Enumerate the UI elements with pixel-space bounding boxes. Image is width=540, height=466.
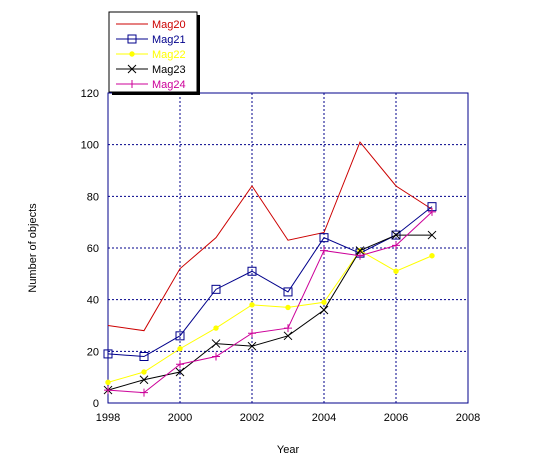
data-point: [247, 341, 257, 351]
data-point: [212, 352, 220, 361]
data-point: [176, 360, 184, 369]
series-line: [107, 249, 433, 383]
y-tick-label: 40: [87, 295, 99, 307]
data-point: [319, 233, 329, 243]
y-axis-label: Number of objects: [27, 203, 39, 293]
legend-box: [108, 11, 198, 93]
data-point: [175, 331, 185, 341]
x-tick-label: 2008: [456, 412, 480, 424]
data-point: [247, 266, 257, 276]
y-tick-label: 120: [81, 88, 99, 100]
data-point: [283, 287, 293, 297]
y-tick-label: 60: [87, 243, 99, 255]
y-tick-label: 0: [93, 398, 99, 410]
y-tick-label: 100: [81, 140, 99, 152]
legend-marker: [127, 34, 137, 44]
legend-item: Mag21: [116, 34, 186, 46]
data-point: [284, 324, 292, 333]
data-point: [211, 339, 221, 348]
series-line: [107, 234, 432, 391]
legend-marker: [128, 80, 136, 88]
data-point: [177, 346, 183, 352]
series-mag24: [104, 207, 436, 397]
data-point: [283, 331, 293, 341]
data-point: [319, 305, 329, 315]
data-point: [248, 329, 256, 338]
series-line: [107, 211, 433, 394]
legend-label: Mag21: [152, 34, 186, 46]
data-point: [320, 246, 328, 255]
data-point: [139, 352, 149, 361]
data-point: [393, 268, 399, 274]
data-point: [105, 379, 111, 386]
data-point: [428, 207, 436, 216]
legend-label: Mag24: [152, 79, 186, 91]
data-point: [321, 299, 327, 305]
data-point: [285, 304, 291, 311]
data-point: [392, 241, 400, 250]
data-point: [139, 375, 149, 385]
tick-labels: 1998 2000 2002 2004 2006 2008 0 20 40 60 80 100 120: [81, 88, 481, 424]
data-point: [213, 325, 219, 331]
series-mag20: [107, 141, 433, 332]
legend-label: Mag22: [152, 49, 186, 61]
data-point: [104, 386, 112, 395]
legend-item: Mag24: [116, 79, 186, 91]
data-point: [141, 369, 147, 375]
y-tick-label: 80: [87, 191, 99, 203]
x-tick-label: 2002: [240, 412, 264, 424]
legend-label: Mag23: [152, 64, 186, 76]
legend-item: Mag20: [116, 19, 186, 31]
data-point: [391, 230, 401, 240]
data-point: [211, 284, 221, 294]
x-tick-label: 1998: [96, 412, 120, 424]
legend: Mag20 Mag21 Mag22 Mag23 Mag24: [108, 11, 200, 95]
data-point: [429, 253, 435, 259]
data-point: [355, 246, 365, 255]
data-point: [427, 230, 437, 240]
x-tick-label: 2006: [384, 412, 408, 424]
series-line: [107, 206, 433, 358]
series-lines: [103, 141, 437, 397]
series-line: [107, 141, 433, 332]
legend-item: Mag22: [116, 49, 186, 61]
grid-lines: [108, 93, 468, 403]
data-point: [356, 251, 364, 260]
data-point: [103, 349, 113, 359]
y-tick-label: 20: [87, 346, 99, 358]
data-point: [175, 367, 185, 377]
legend-marker: [127, 64, 137, 74]
x-tick-label: 2004: [312, 412, 336, 424]
series-mag23: [103, 230, 437, 395]
legend-marker: [129, 51, 135, 57]
x-axis-label: Year: [277, 444, 300, 456]
legend-label: Mag20: [152, 19, 186, 31]
data-point: [249, 302, 255, 308]
legend-item: Mag23: [116, 64, 186, 76]
x-tick-label: 2000: [168, 412, 192, 424]
data-point: [140, 388, 148, 397]
